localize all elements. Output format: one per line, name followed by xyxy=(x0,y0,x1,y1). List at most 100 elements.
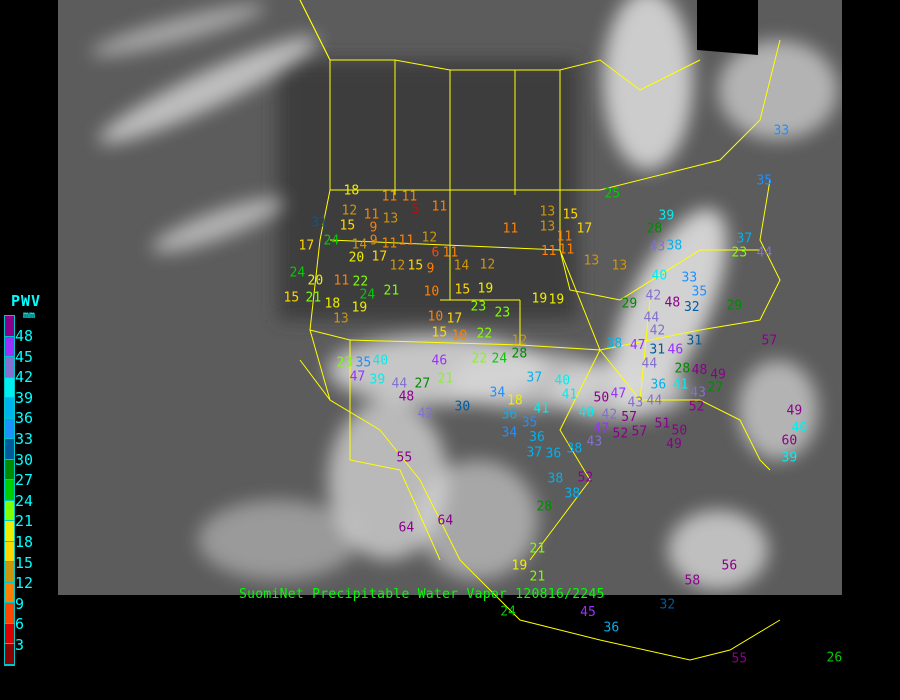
legend-swatch xyxy=(5,500,14,521)
station-pwv-value: 13 xyxy=(383,212,399,227)
station-pwv-value: 6 xyxy=(432,246,440,261)
station-pwv-value: 52 xyxy=(578,471,594,486)
legend-swatch xyxy=(5,439,14,460)
station-pwv-value: 64 xyxy=(399,521,415,536)
station-pwv-value: 28 xyxy=(537,500,553,515)
station-pwv-value: 47 xyxy=(594,422,610,437)
legend-swatch xyxy=(5,377,14,398)
station-pwv-value: 20 xyxy=(349,251,365,266)
station-pwv-value: 47 xyxy=(630,338,646,353)
legend-swatch xyxy=(5,459,14,480)
station-pwv-value: 11 xyxy=(432,200,448,215)
station-pwv-value: 17 xyxy=(577,222,593,237)
station-pwv-value: 39 xyxy=(370,373,386,388)
station-pwv-value: 21 xyxy=(530,542,546,557)
station-pwv-value: 11 xyxy=(382,237,398,252)
station-pwv-value: 35 xyxy=(356,356,372,371)
station-pwv-value: 18 xyxy=(344,184,360,199)
station-pwv-value: 23 xyxy=(337,356,353,371)
map-caption: SuomiNet Precipitable Water Vapor 120816… xyxy=(239,587,605,602)
station-pwv-value: 42 xyxy=(646,289,662,304)
station-pwv-value: 39 xyxy=(782,451,798,466)
station-pwv-value: 18 xyxy=(507,394,523,409)
station-pwv-value: 41 xyxy=(534,402,550,417)
station-pwv-value: 42 xyxy=(650,324,666,339)
station-pwv-value: 15 xyxy=(408,259,424,274)
station-pwv-value: 22 xyxy=(472,352,488,367)
station-pwv-value: 40 xyxy=(373,354,389,369)
station-pwv-value: 10 xyxy=(452,329,468,344)
station-pwv-value: 12 xyxy=(390,259,406,274)
station-pwv-value: 28 xyxy=(675,362,691,377)
station-pwv-value: 31 xyxy=(312,216,328,231)
station-pwv-value: 24 xyxy=(500,605,516,620)
station-pwv-value: 19 xyxy=(532,292,548,307)
station-pwv-value: 29 xyxy=(727,299,743,314)
legend-label: 48 xyxy=(15,327,34,345)
legend-label: 15 xyxy=(15,553,34,572)
station-pwv-value: 39 xyxy=(659,209,675,224)
station-pwv-value: 38 xyxy=(548,472,564,487)
station-pwv-value: 55 xyxy=(397,451,413,466)
legend-label: 27 xyxy=(15,471,34,490)
station-pwv-value: 13 xyxy=(540,205,556,220)
station-pwv-value: 13 xyxy=(540,220,556,235)
station-pwv-value: 48 xyxy=(692,363,708,378)
station-pwv-value: 21 xyxy=(438,372,454,387)
station-pwv-value: 52 xyxy=(613,427,629,442)
station-pwv-value: 15 xyxy=(432,326,448,341)
legend-label: 18 xyxy=(15,533,34,551)
station-pwv-value: 17 xyxy=(372,250,388,265)
station-pwv-value: 37 xyxy=(527,446,543,461)
station-pwv-value: 19 xyxy=(512,559,528,574)
station-pwv-value: 43 xyxy=(587,435,603,450)
station-pwv-value: 9 xyxy=(370,221,378,236)
station-pwv-value: 12 xyxy=(342,204,358,219)
station-pwv-value: 11 xyxy=(503,222,519,237)
legend-swatch xyxy=(5,316,14,337)
station-pwv-value: 44 xyxy=(644,311,660,326)
station-pwv-value: 49 xyxy=(787,404,803,419)
station-pwv-value: 19 xyxy=(549,293,565,308)
legend-label: 39 xyxy=(15,388,34,407)
station-pwv-value: 10 xyxy=(424,285,440,300)
legend-color-bar xyxy=(4,315,15,666)
station-pwv-value: 35 xyxy=(757,174,773,189)
station-pwv-value: 41 xyxy=(562,388,578,403)
legend-label: 9 xyxy=(15,594,25,613)
station-pwv-value: 57 xyxy=(621,410,637,425)
station-pwv-value: 46 xyxy=(668,343,684,358)
station-pwv-value: 34 xyxy=(490,386,506,401)
station-pwv-value: 13 xyxy=(333,311,349,326)
station-pwv-value: 19 xyxy=(352,301,368,316)
station-pwv-value: 24 xyxy=(324,234,340,249)
station-pwv-value: 23 xyxy=(732,246,748,261)
legend-swatch xyxy=(5,357,14,378)
station-pwv-value: 64 xyxy=(438,514,454,529)
station-pwv-value: 38 xyxy=(667,239,683,254)
station-pwv-value: 35 xyxy=(692,285,708,300)
station-pwv-value: 24 xyxy=(360,288,376,303)
station-pwv-value: 36 xyxy=(651,378,667,393)
station-pwv-value: 51 xyxy=(655,417,671,432)
station-pwv-value: 31 xyxy=(687,334,703,349)
legend-label: 42 xyxy=(15,368,34,387)
station-pwv-value: 56 xyxy=(722,559,738,574)
station-pwv-value: 45 xyxy=(580,605,596,620)
station-pwv-value: 55 xyxy=(732,652,748,667)
station-pwv-value: 44 xyxy=(392,377,408,392)
station-pwv-value: 27 xyxy=(708,381,724,396)
station-pwv-value: 47 xyxy=(611,387,627,402)
legend-swatch xyxy=(5,603,14,624)
station-pwv-value: 34 xyxy=(502,426,518,441)
station-pwv-value: 32 xyxy=(684,300,700,315)
legend-swatch xyxy=(5,480,14,501)
station-pwv-value: 36 xyxy=(604,621,620,636)
station-pwv-value: 43 xyxy=(690,386,706,401)
legend-label: 12 xyxy=(15,574,34,593)
station-pwv-value: 48 xyxy=(399,390,415,405)
station-pwv-value: 35 xyxy=(522,416,538,431)
station-pwv-value: 37 xyxy=(737,232,753,247)
legend-label: 36 xyxy=(15,409,34,428)
legend-swatch xyxy=(5,336,14,357)
